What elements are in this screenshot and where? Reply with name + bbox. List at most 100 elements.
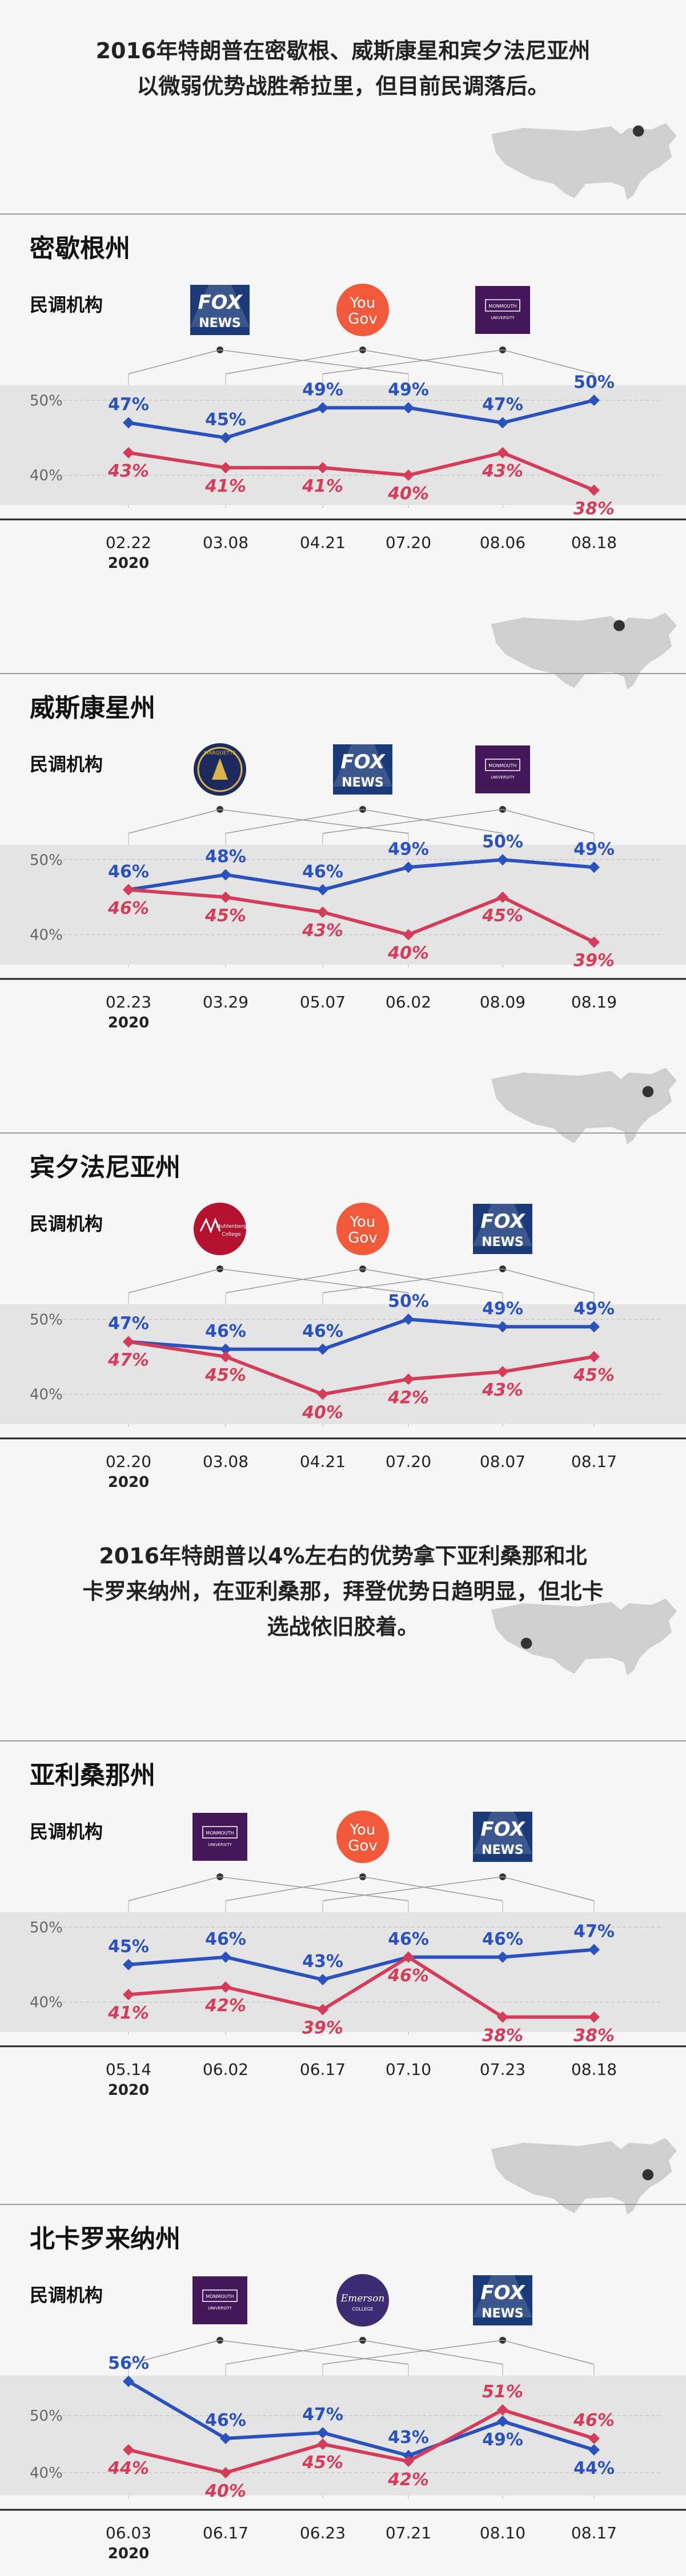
pollster-connector bbox=[128, 349, 220, 374]
marquette-emblem bbox=[212, 758, 228, 780]
trump-value-label: 43% bbox=[482, 461, 523, 481]
trump-value-label: 41% bbox=[204, 476, 246, 496]
plot-band bbox=[0, 2376, 686, 2496]
us-map-icon bbox=[491, 612, 677, 690]
news-word: NEWS bbox=[482, 2307, 524, 2321]
fox-news-logo: FOX NEWS bbox=[473, 1812, 532, 1862]
biden-value-label: 49% bbox=[482, 1299, 523, 1319]
pollster-label: 民调机构 bbox=[30, 1213, 103, 1235]
pollster-connector bbox=[362, 1268, 503, 1293]
biden-point bbox=[123, 2376, 134, 2387]
biden-point bbox=[220, 1951, 231, 1963]
trump-line bbox=[128, 1955, 594, 2019]
trump-point bbox=[403, 929, 414, 941]
trump-point bbox=[317, 1388, 328, 1400]
news-word: NEWS bbox=[482, 1235, 524, 1249]
state-title: 宾夕法尼亚州 bbox=[30, 1153, 180, 1182]
biden-point bbox=[403, 402, 414, 414]
trump-line bbox=[128, 2408, 595, 2474]
fox-bg bbox=[473, 1204, 532, 1254]
x-tick-label: 07.10 bbox=[386, 2060, 431, 2079]
monmouth-frame bbox=[485, 759, 520, 771]
trump-point bbox=[220, 1351, 231, 1362]
x-tick-label: 08.17 bbox=[571, 1452, 617, 1471]
trump-value-label: 41% bbox=[302, 476, 343, 496]
emerson-circle bbox=[336, 2274, 389, 2327]
pollster-connector bbox=[219, 2340, 409, 2365]
trump-value-label: 43% bbox=[107, 461, 149, 481]
x-tick-label: 08.06 bbox=[480, 533, 525, 552]
x-tick-label: 04.21 bbox=[300, 1452, 346, 1471]
fox-rays bbox=[333, 744, 392, 787]
monmouth-word-2: UNIVERSITY bbox=[208, 1843, 232, 1847]
biden-point bbox=[588, 1321, 600, 1333]
pollster-connector bbox=[322, 1876, 503, 1901]
y-tick-label: 40% bbox=[30, 1994, 63, 2011]
trump-point bbox=[588, 2433, 600, 2444]
x-tick-label: 08.18 bbox=[571, 2060, 617, 2079]
yougov-gov: Gov bbox=[348, 311, 377, 328]
state-highlight-marker bbox=[520, 1638, 532, 1649]
trump-value-label: 45% bbox=[302, 2453, 343, 2473]
trump-point bbox=[317, 906, 328, 918]
y-tick-label: 40% bbox=[30, 467, 63, 485]
fox-rays bbox=[190, 285, 250, 327]
y-tick-label: 50% bbox=[30, 852, 63, 869]
pollster-connector bbox=[225, 1876, 363, 1901]
us-map-icon bbox=[491, 1067, 677, 1144]
pollster-connector bbox=[128, 2340, 220, 2365]
pollster-connector bbox=[502, 809, 595, 834]
biden-value-label: 47% bbox=[482, 395, 523, 415]
biden-point bbox=[123, 1958, 134, 1970]
year-label: 2020 bbox=[108, 1474, 149, 1491]
x-tick-label: 08.18 bbox=[571, 533, 617, 552]
trump-point bbox=[588, 2011, 600, 2023]
trump-point bbox=[123, 2444, 134, 2456]
trump-value-label: 42% bbox=[387, 1388, 429, 1408]
monmouth-word-2: UNIVERSITY bbox=[208, 2306, 232, 2311]
trump-line bbox=[128, 888, 595, 944]
marquette-logo: MARQUETTE bbox=[194, 743, 246, 796]
pollster-connector bbox=[502, 1876, 595, 1901]
trump-point bbox=[403, 469, 414, 481]
year-label: 2020 bbox=[108, 2545, 149, 2562]
monmouth-frame bbox=[202, 2289, 238, 2302]
pollster-connector bbox=[322, 1268, 503, 1293]
pollster-connector bbox=[322, 2340, 503, 2365]
biden-line bbox=[128, 1317, 594, 1351]
biden-value-label: 45% bbox=[205, 410, 246, 430]
trump-point bbox=[220, 1981, 231, 1993]
yougov-circle bbox=[336, 1203, 389, 1255]
x-tick-label: 07.21 bbox=[386, 2523, 431, 2542]
biden-value-label: 49% bbox=[388, 380, 429, 400]
trump-line bbox=[128, 451, 595, 492]
monmouth-logo: MONMOUTH UNIVERSITY bbox=[475, 745, 530, 793]
x-tick-label: 08.19 bbox=[571, 993, 617, 1011]
trump-value-label: 41% bbox=[107, 2003, 149, 2023]
pollster-connector bbox=[225, 2340, 363, 2365]
biden-point bbox=[588, 861, 600, 873]
fox-bg bbox=[333, 744, 392, 795]
fox-word: FOX bbox=[480, 1818, 525, 1841]
trump-value-label: 45% bbox=[204, 906, 246, 926]
marquette-word: MARQUETTE bbox=[204, 751, 236, 756]
x-tick-label: 08.10 bbox=[480, 2523, 525, 2542]
year-label: 2020 bbox=[108, 555, 149, 572]
fox-news-logo: FOX NEWS bbox=[190, 285, 250, 335]
trump-line bbox=[128, 1340, 595, 1396]
us-map-shape bbox=[491, 1067, 677, 1144]
us-map-icon bbox=[491, 123, 677, 200]
state-highlight-marker bbox=[642, 1086, 654, 1098]
biden-value-label: 46% bbox=[205, 1321, 246, 1341]
x-tick-label: 03.08 bbox=[203, 533, 248, 552]
biden-value-label: 46% bbox=[302, 862, 343, 882]
x-tick-label: 08.07 bbox=[480, 1452, 525, 1471]
pollster-connector bbox=[219, 809, 409, 834]
pollster-label: 民调机构 bbox=[30, 753, 103, 775]
fox-word: FOX bbox=[198, 291, 243, 314]
college-word: College bbox=[222, 1232, 241, 1237]
